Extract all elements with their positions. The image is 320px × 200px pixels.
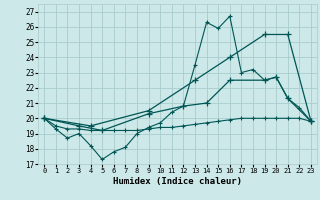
X-axis label: Humidex (Indice chaleur): Humidex (Indice chaleur): [113, 177, 242, 186]
